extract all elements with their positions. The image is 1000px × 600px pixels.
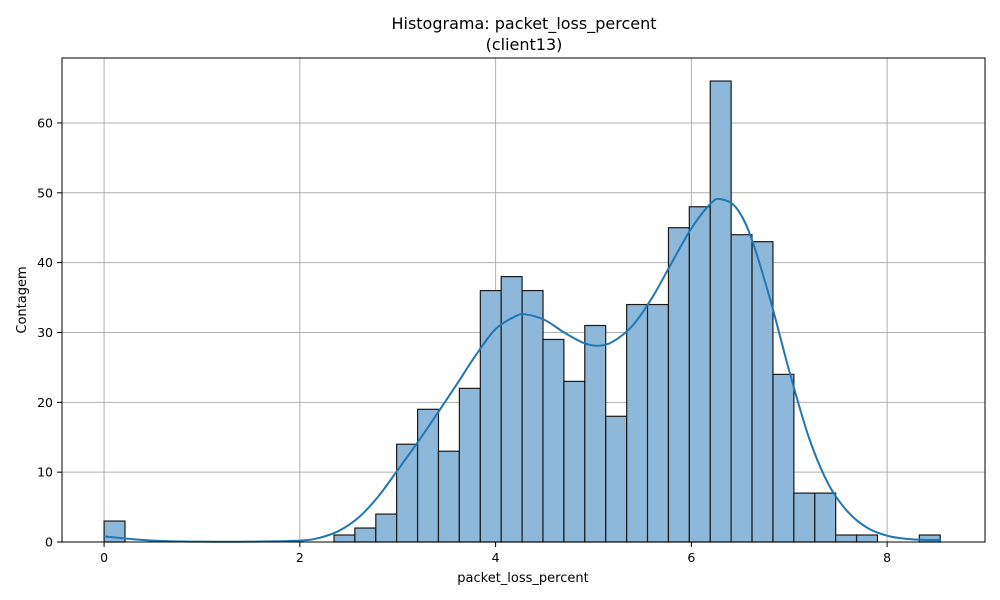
- histogram-bar: [354, 527, 377, 543]
- histogram-bar: [751, 241, 774, 543]
- x-tick-label: 4: [492, 550, 500, 565]
- y-tick-label: 40: [37, 255, 53, 270]
- plot-frame: [61, 57, 986, 543]
- histogram-bar: [375, 513, 398, 543]
- histogram-bar: [605, 415, 628, 543]
- histogram-bar: [500, 276, 523, 543]
- y-tick-label: 10: [37, 465, 53, 480]
- histogram-bar: [542, 338, 565, 543]
- y-tick-label: 20: [37, 395, 53, 410]
- histogram-bar: [646, 303, 670, 543]
- histogram-bar: [667, 227, 690, 543]
- y-tick-label: 60: [37, 115, 53, 130]
- histogram-bar: [458, 387, 481, 543]
- histogram-bar: [814, 492, 837, 543]
- y-tick-label: 0: [45, 535, 53, 550]
- y-axis-label: Contagem: [15, 266, 30, 333]
- histogram-bar: [688, 206, 711, 543]
- histogram-bars: [103, 80, 941, 543]
- histogram-bar: [479, 289, 502, 543]
- histogram-bar: [437, 450, 460, 543]
- axes: 0 2 4 6 8 0 10 20 30 40 50 60: [37, 57, 986, 565]
- kde-curve-layer: [103, 197, 941, 543]
- histogram-bar: [772, 373, 795, 543]
- histogram-bar: [584, 324, 607, 543]
- histogram-bar: [855, 534, 879, 543]
- histogram-bar: [333, 534, 356, 543]
- histogram-bar: [730, 234, 753, 543]
- y-tick-label: 50: [37, 185, 53, 200]
- y-tick-label: 30: [37, 325, 53, 340]
- histogram-bar: [563, 380, 586, 543]
- histogram-bar: [709, 80, 732, 543]
- histogram-bar: [835, 534, 858, 543]
- histogram-bar: [416, 408, 440, 543]
- x-tick-label: 0: [100, 550, 108, 565]
- x-tick-label: 8: [883, 550, 891, 565]
- histogram-bar: [396, 443, 419, 543]
- chart-title-line2: (client13): [486, 35, 563, 54]
- x-axis-label: packet_loss_percent: [457, 571, 588, 586]
- x-tick-label: 2: [296, 550, 304, 565]
- chart-title-line1: Histograma: packet_loss_percent: [391, 14, 656, 34]
- histogram-bar: [793, 492, 816, 543]
- x-tick-label: 6: [687, 550, 695, 565]
- histogram-bar: [626, 303, 649, 543]
- histogram-bar: [521, 289, 544, 543]
- kde-curve: [103, 197, 941, 543]
